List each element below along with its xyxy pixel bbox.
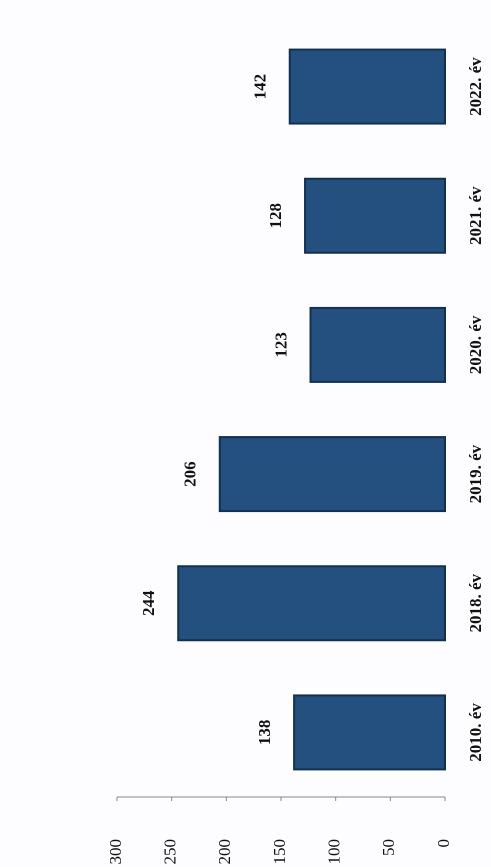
x-tick-label: 2010. év [466, 703, 485, 762]
bar [293, 694, 446, 771]
value-label: 123 [271, 332, 290, 358]
x-tick-label: 2019. év [466, 444, 485, 503]
y-tick-label: 100 [325, 839, 344, 865]
value-label: 206 [181, 461, 200, 487]
value-label: 138 [255, 720, 274, 746]
bar [218, 436, 446, 513]
value-label: 128 [266, 203, 285, 229]
x-tick-label: 2018. év [466, 573, 485, 632]
y-tick-label: 0 [434, 839, 453, 848]
x-tick-label: 2020. év [466, 315, 485, 374]
y-tick-label: 200 [215, 839, 234, 865]
x-tick-label: 2021. év [466, 186, 485, 245]
bar [304, 177, 447, 254]
y-tick-label: 300 [106, 839, 125, 865]
bar [288, 48, 446, 125]
value-label: 244 [139, 590, 158, 616]
rotated-chart: 0 50 100 150 200 250 300 2010. év 138 2018. év 244… [106, 48, 485, 865]
y-tick-label: 150 [270, 839, 289, 865]
bar [177, 565, 447, 642]
x-tick-label: 2022. év [466, 57, 485, 116]
value-label: 142 [251, 74, 270, 100]
bar [309, 306, 446, 383]
y-tick-label: 50 [379, 839, 398, 856]
y-tick-label: 250 [161, 839, 180, 865]
